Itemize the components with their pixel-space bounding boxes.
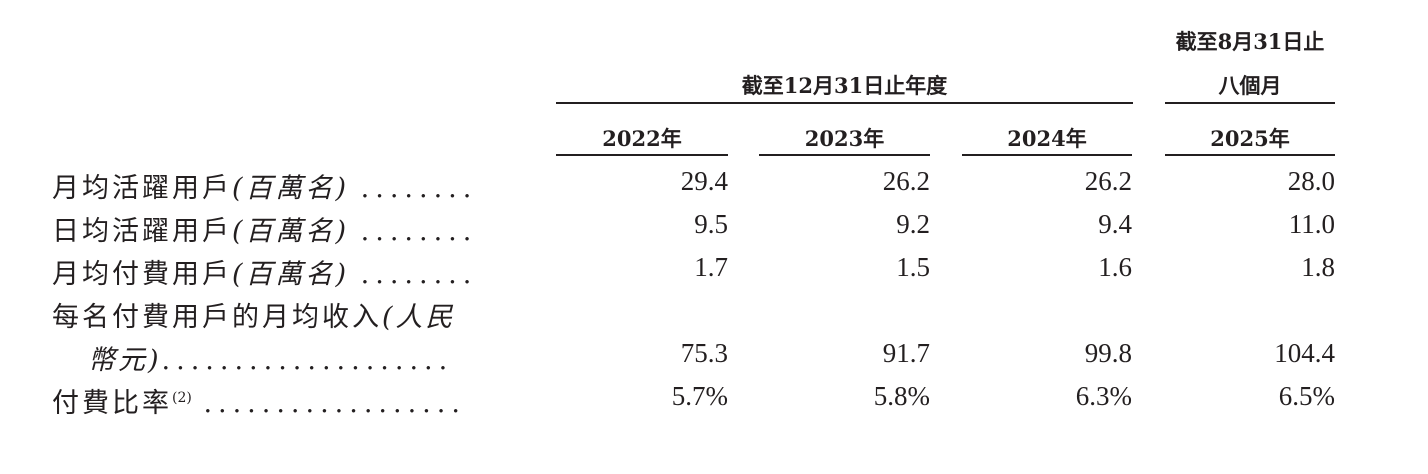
year-rule: [556, 154, 728, 156]
value-arppu-2023: 91.7: [882, 338, 930, 368]
value-dau-2025: 11.0: [1288, 209, 1335, 239]
row-label-arppu-cont: 幣元)....................: [88, 345, 454, 376]
value-pay-ratio-2022: 5.7%: [671, 381, 728, 411]
row-label-pay-ratio: 付費比率(2) ..................: [52, 388, 466, 419]
year-2023: 2023年: [804, 126, 885, 151]
year-rule: [759, 154, 930, 156]
row-label-mau: 月均活躍用戶(百萬名) ........: [52, 173, 478, 204]
value-paying-users-2022: 1.7: [694, 252, 728, 282]
header-eight-months-line1: 截至8月31日止: [1175, 29, 1325, 54]
value-pay-ratio-2023: 5.8%: [873, 381, 930, 411]
year-rule: [962, 154, 1132, 156]
value-dau-2022: 9.5: [694, 209, 728, 239]
value-paying-users-2023: 1.5: [896, 252, 930, 282]
year-2025: 2025年: [1210, 126, 1290, 151]
value-mau-2022: 29.4: [680, 166, 728, 196]
value-mau-2024: 26.2: [1084, 166, 1132, 196]
header-rule: [1165, 102, 1335, 104]
year-rule: [1165, 154, 1335, 156]
year-2022: 2022年: [602, 126, 682, 151]
year-2024: 2024年: [1007, 126, 1087, 151]
value-pay-ratio-2025: 6.5%: [1278, 381, 1335, 411]
header-rule: [556, 102, 1133, 104]
value-dau-2024: 9.4: [1098, 209, 1132, 239]
row-label-arppu: 每名付費用戶的月均收入(人民: [52, 302, 456, 333]
value-mau-2025: 28.0: [1287, 166, 1335, 196]
value-arppu-2025: 104.4: [1274, 338, 1335, 368]
row-label-paying-users: 月均付費用戶(百萬名) ........: [52, 259, 478, 290]
header-fiscal-year-group: 截至12月31日止年度: [741, 73, 948, 98]
value-pay-ratio-2024: 6.3%: [1075, 381, 1132, 411]
value-paying-users-2024: 1.6: [1098, 252, 1132, 282]
row-label-dau: 日均活躍用戶(百萬名) ........: [52, 216, 478, 247]
footnote-marker: (2): [172, 390, 192, 406]
value-paying-users-2025: 1.8: [1301, 252, 1335, 282]
value-arppu-2022: 75.3: [680, 338, 728, 368]
value-mau-2023: 26.2: [882, 166, 930, 196]
value-arppu-2024: 99.8: [1084, 338, 1132, 368]
header-eight-months-line2: 八個月: [1218, 73, 1282, 98]
value-dau-2023: 9.2: [896, 209, 930, 239]
